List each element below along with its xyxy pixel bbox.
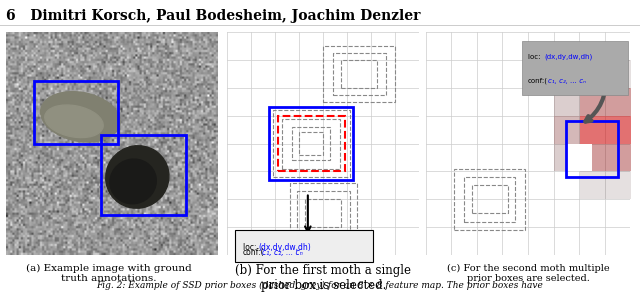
- Text: (b) For the first moth a single
prior box is selected.: (b) For the first moth a single prior bo…: [236, 264, 412, 292]
- Text: loc:: loc:: [528, 54, 543, 60]
- Bar: [102, 135, 186, 215]
- Bar: [566, 121, 618, 177]
- Text: loc:: loc:: [243, 243, 259, 252]
- Bar: [290, 183, 357, 244]
- Bar: [278, 116, 345, 171]
- Bar: [454, 169, 525, 230]
- Text: (dx,dy,dw,dh): (dx,dy,dw,dh): [258, 243, 310, 252]
- Text: conf:(: conf:(: [243, 248, 264, 257]
- Text: 6   Dimitri Korsch, Paul Bodesheim, Joachim Denzler: 6 Dimitri Korsch, Paul Bodesheim, Joachi…: [6, 9, 420, 23]
- Bar: [341, 60, 377, 88]
- Bar: [305, 199, 341, 227]
- Bar: [34, 81, 118, 144]
- Bar: [273, 110, 349, 177]
- Bar: [566, 144, 592, 171]
- FancyBboxPatch shape: [522, 41, 628, 95]
- Text: (dx,dy,dw,dh): (dx,dy,dw,dh): [545, 54, 593, 60]
- Bar: [297, 191, 349, 236]
- Bar: [472, 185, 508, 213]
- FancyBboxPatch shape: [235, 230, 373, 262]
- Bar: [464, 177, 515, 222]
- Ellipse shape: [106, 146, 169, 208]
- Text: (c) For the second moth multiple
prior boxes are selected.: (c) For the second moth multiple prior b…: [447, 264, 609, 283]
- Bar: [282, 118, 340, 169]
- Ellipse shape: [40, 92, 120, 142]
- FancyArrowPatch shape: [586, 75, 606, 122]
- Ellipse shape: [110, 159, 156, 204]
- Bar: [269, 108, 353, 180]
- Text: conf:(: conf:(: [528, 78, 548, 84]
- Text: Fig. 2: Example of SSD prior boxes (dashed, grey) for an 8 × 8 feature map. The : Fig. 2: Example of SSD prior boxes (dash…: [97, 281, 543, 290]
- Ellipse shape: [45, 105, 103, 138]
- Text: c₁, c₂, ... cₙ: c₁, c₂, ... cₙ: [262, 248, 303, 257]
- Bar: [333, 53, 385, 95]
- Text: c₁, c₂, ... cₙ: c₁, c₂, ... cₙ: [548, 78, 586, 84]
- Bar: [300, 132, 323, 155]
- Bar: [323, 46, 396, 102]
- Text: (a) Example image with ground
truth annotations.: (a) Example image with ground truth anno…: [26, 264, 191, 283]
- Bar: [292, 127, 330, 160]
